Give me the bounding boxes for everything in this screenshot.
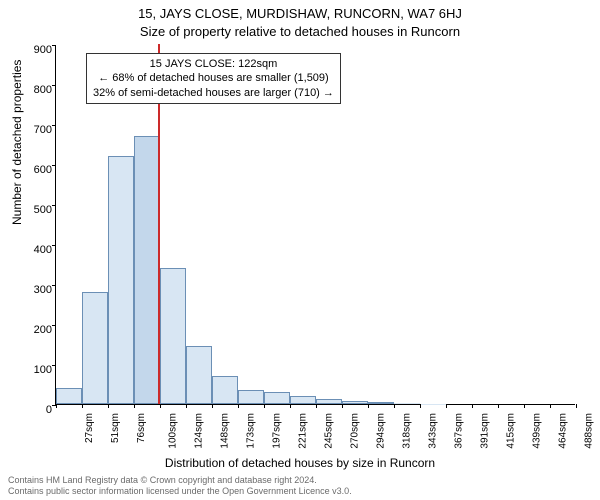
plot-region: 010020030040050060070080090027sqm51sqm76… [55, 45, 575, 405]
attribution-footer: Contains HM Land Registry data © Crown c… [8, 475, 352, 498]
ytick-mark [52, 85, 56, 86]
histogram-bar [186, 346, 212, 404]
annotation-line: ← 68% of detached houses are smaller (1,… [93, 71, 334, 85]
xtick-mark [524, 404, 525, 408]
xtick-label: 488sqm [584, 413, 595, 449]
xtick-label: 318sqm [402, 413, 413, 449]
ytick-label: 100 [12, 364, 52, 376]
ytick-mark [52, 205, 56, 206]
xtick-label: 124sqm [194, 413, 205, 449]
xtick-label: 391sqm [480, 413, 491, 449]
xtick-label: 270sqm [350, 413, 361, 449]
page-subtitle: Size of property relative to detached ho… [0, 24, 600, 39]
ytick-label: 700 [12, 124, 52, 136]
histogram-bar [212, 376, 238, 404]
xtick-label: 439sqm [532, 413, 543, 449]
xtick-mark [446, 404, 447, 408]
histogram-bar [316, 399, 342, 404]
xtick-label: 367sqm [454, 413, 465, 449]
histogram-bar [134, 136, 160, 404]
xtick-mark [394, 404, 395, 408]
xtick-mark [368, 404, 369, 408]
xtick-label: 464sqm [558, 413, 569, 449]
xtick-label: 100sqm [168, 413, 179, 449]
annotation-box: 15 JAYS CLOSE: 122sqm← 68% of detached h… [86, 53, 341, 104]
xtick-label: 415sqm [506, 413, 517, 449]
ytick-mark [52, 285, 56, 286]
ytick-label: 800 [12, 84, 52, 96]
xtick-label: 197sqm [272, 413, 283, 449]
xtick-mark [238, 404, 239, 408]
xtick-label: 294sqm [376, 413, 387, 449]
histogram-bar [394, 403, 420, 404]
xtick-mark [576, 404, 577, 408]
ytick-mark [52, 245, 56, 246]
xtick-mark [56, 404, 57, 408]
histogram-bar [342, 401, 368, 404]
xtick-label: 221sqm [298, 413, 309, 449]
xtick-label: 343sqm [428, 413, 439, 449]
annotation-line: 15 JAYS CLOSE: 122sqm [93, 57, 334, 71]
ytick-mark [52, 325, 56, 326]
footer-line-2: Contains public sector information licen… [8, 486, 352, 497]
histogram-bar [238, 390, 264, 404]
xtick-mark [82, 404, 83, 408]
ytick-label: 600 [12, 164, 52, 176]
ytick-label: 900 [12, 44, 52, 56]
xtick-label: 148sqm [220, 413, 231, 449]
xtick-mark [472, 404, 473, 408]
histogram-bar [56, 388, 82, 404]
ytick-mark [52, 165, 56, 166]
histogram-bar [290, 396, 316, 404]
footer-line-1: Contains HM Land Registry data © Crown c… [8, 475, 352, 486]
page-title: 15, JAYS CLOSE, MURDISHAW, RUNCORN, WA7 … [0, 6, 600, 21]
xtick-label: 51sqm [110, 413, 121, 443]
histogram-bar [82, 292, 108, 404]
xtick-mark [186, 404, 187, 408]
ytick-mark [52, 45, 56, 46]
xtick-mark [134, 404, 135, 408]
histogram-bar [108, 156, 134, 404]
ytick-label: 500 [12, 204, 52, 216]
ytick-label: 0 [12, 404, 52, 416]
histogram-bar [160, 268, 186, 404]
xtick-mark [160, 404, 161, 408]
ytick-label: 400 [12, 244, 52, 256]
xtick-mark [316, 404, 317, 408]
xtick-label: 245sqm [324, 413, 335, 449]
histogram-bar [368, 402, 394, 404]
annotation-line: 32% of semi-detached houses are larger (… [93, 86, 334, 100]
xtick-mark [264, 404, 265, 408]
ytick-label: 300 [12, 284, 52, 296]
histogram-bar [264, 392, 290, 404]
xtick-mark [290, 404, 291, 408]
x-axis-label: Distribution of detached houses by size … [0, 456, 600, 470]
xtick-label: 27sqm [84, 413, 95, 443]
ytick-mark [52, 125, 56, 126]
ytick-mark [52, 365, 56, 366]
xtick-mark [108, 404, 109, 408]
xtick-mark [212, 404, 213, 408]
xtick-mark [550, 404, 551, 408]
xtick-mark [498, 404, 499, 408]
xtick-label: 76sqm [136, 413, 147, 443]
chart-area: 010020030040050060070080090027sqm51sqm76… [55, 45, 575, 405]
xtick-mark [420, 404, 421, 408]
ytick-label: 200 [12, 324, 52, 336]
xtick-mark [342, 404, 343, 408]
xtick-label: 173sqm [246, 413, 257, 449]
